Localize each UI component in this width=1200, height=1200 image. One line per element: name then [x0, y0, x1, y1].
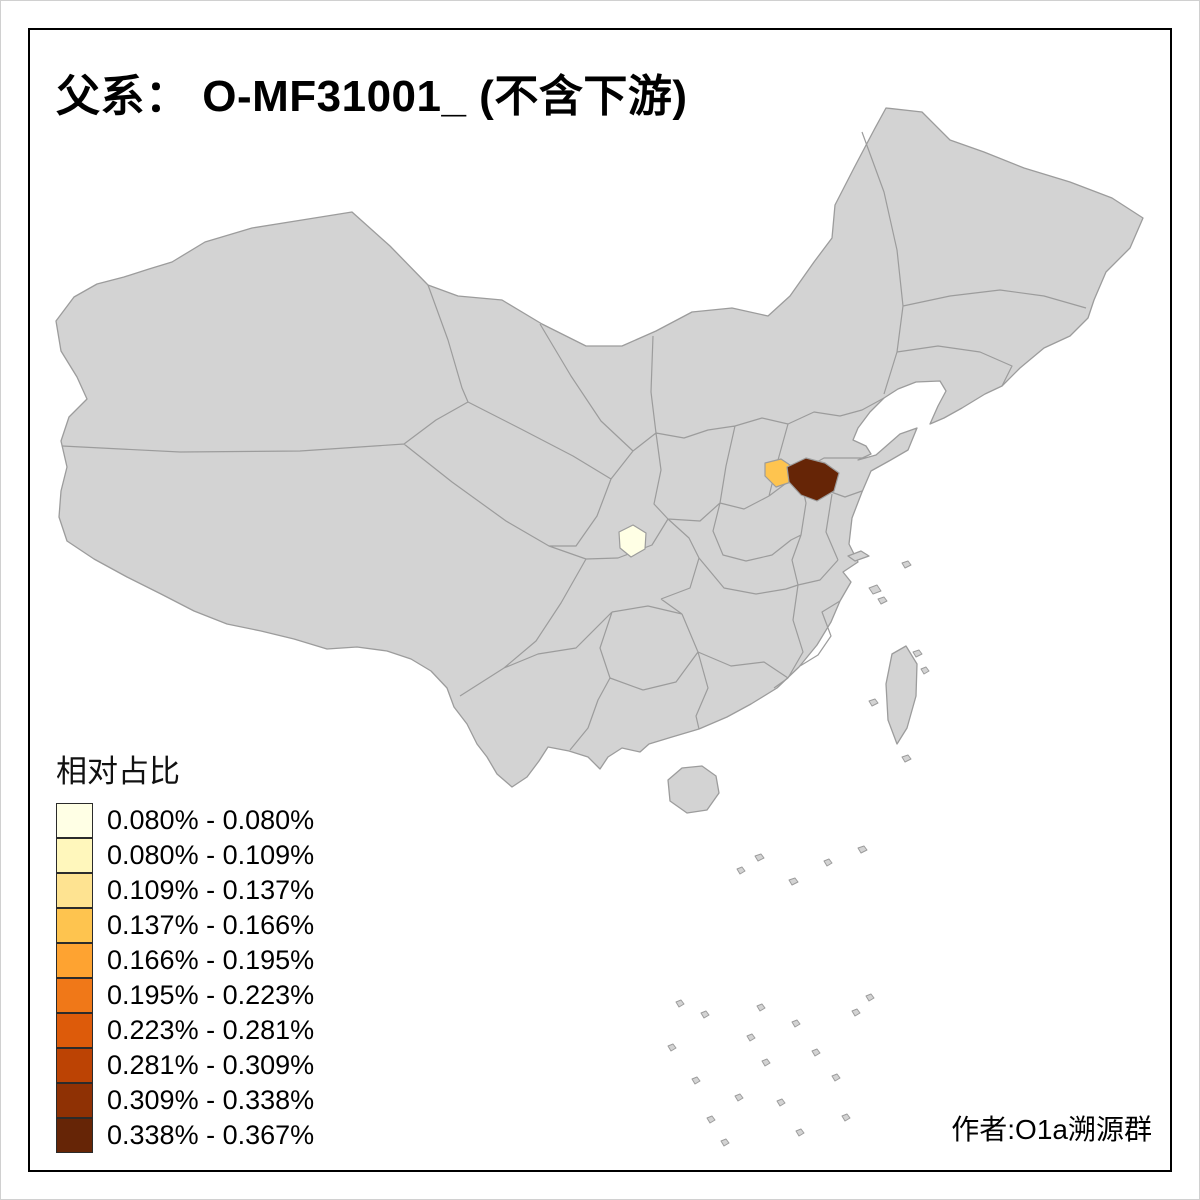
chongming-island-shape [847, 550, 870, 562]
legend-item: 0.223% - 0.281% [56, 1012, 315, 1048]
legend-items: 0.080% - 0.080% 0.080% - 0.109% 0.109% - 0… [56, 803, 314, 1153]
legend-item: 0.080% - 0.080% [56, 803, 314, 838]
legend-swatch [56, 1117, 93, 1153]
legend-label: 0.080% - 0.109% [107, 840, 315, 870]
legend-title: 相对占比 [56, 754, 180, 789]
legend-item: 0.338% - 0.367% [56, 1117, 315, 1153]
legend-item: 0.281% - 0.309% [56, 1047, 315, 1083]
map-region-highlight-dark [786, 457, 840, 502]
coastal-islets [868, 560, 930, 763]
legend-swatch [56, 907, 93, 943]
legend-item: 0.080% - 0.109% [56, 837, 315, 873]
legend-swatch [56, 837, 93, 873]
legend: 相对占比 0.080% - 0.080% 0.080% - 0.109% 0.109… [56, 746, 314, 1153]
legend-swatch [56, 977, 93, 1013]
legend-swatch [56, 1012, 93, 1048]
south-china-sea-islands-upper [736, 845, 868, 886]
legend-label: 0.166% - 0.195% [107, 945, 315, 975]
legend-swatch [56, 872, 93, 908]
legend-label: 0.109% - 0.137% [107, 875, 315, 905]
legend-swatch [56, 1047, 93, 1083]
legend-label: 0.309% - 0.338% [107, 1085, 315, 1115]
legend-item: 0.166% - 0.195% [56, 942, 315, 978]
legend-swatch [56, 942, 93, 978]
legend-label: 0.223% - 0.281% [107, 1015, 315, 1045]
mainland-shape [55, 107, 1144, 788]
legend-label: 0.195% - 0.223% [107, 980, 315, 1010]
legend-item: 0.195% - 0.223% [56, 977, 315, 1013]
legend-swatch [56, 803, 93, 838]
small-islands [667, 560, 930, 1147]
author-credit: 作者:O1a溯源群 [951, 1114, 1152, 1145]
land-shapes [55, 107, 1144, 814]
legend-item: 0.309% - 0.338% [56, 1082, 315, 1118]
legend-swatch [56, 1082, 93, 1118]
legend-label: 0.338% - 0.367% [107, 1120, 315, 1150]
legend-label: 0.281% - 0.309% [107, 1050, 315, 1080]
taiwan-island-shape [885, 645, 918, 745]
map-region-highlight-pale [618, 524, 647, 558]
legend-label: 0.080% - 0.080% [107, 805, 315, 835]
legend-item: 0.109% - 0.137% [56, 872, 315, 908]
south-china-sea-islands-lower [667, 993, 875, 1147]
legend-label: 0.137% - 0.166% [107, 910, 315, 940]
legend-item: 0.137% - 0.166% [56, 907, 315, 943]
hainan-island-shape [667, 765, 720, 814]
highlighted-regions [618, 457, 840, 558]
plot-title: 父系： O-MF31001_ (不含下游) [56, 72, 688, 121]
